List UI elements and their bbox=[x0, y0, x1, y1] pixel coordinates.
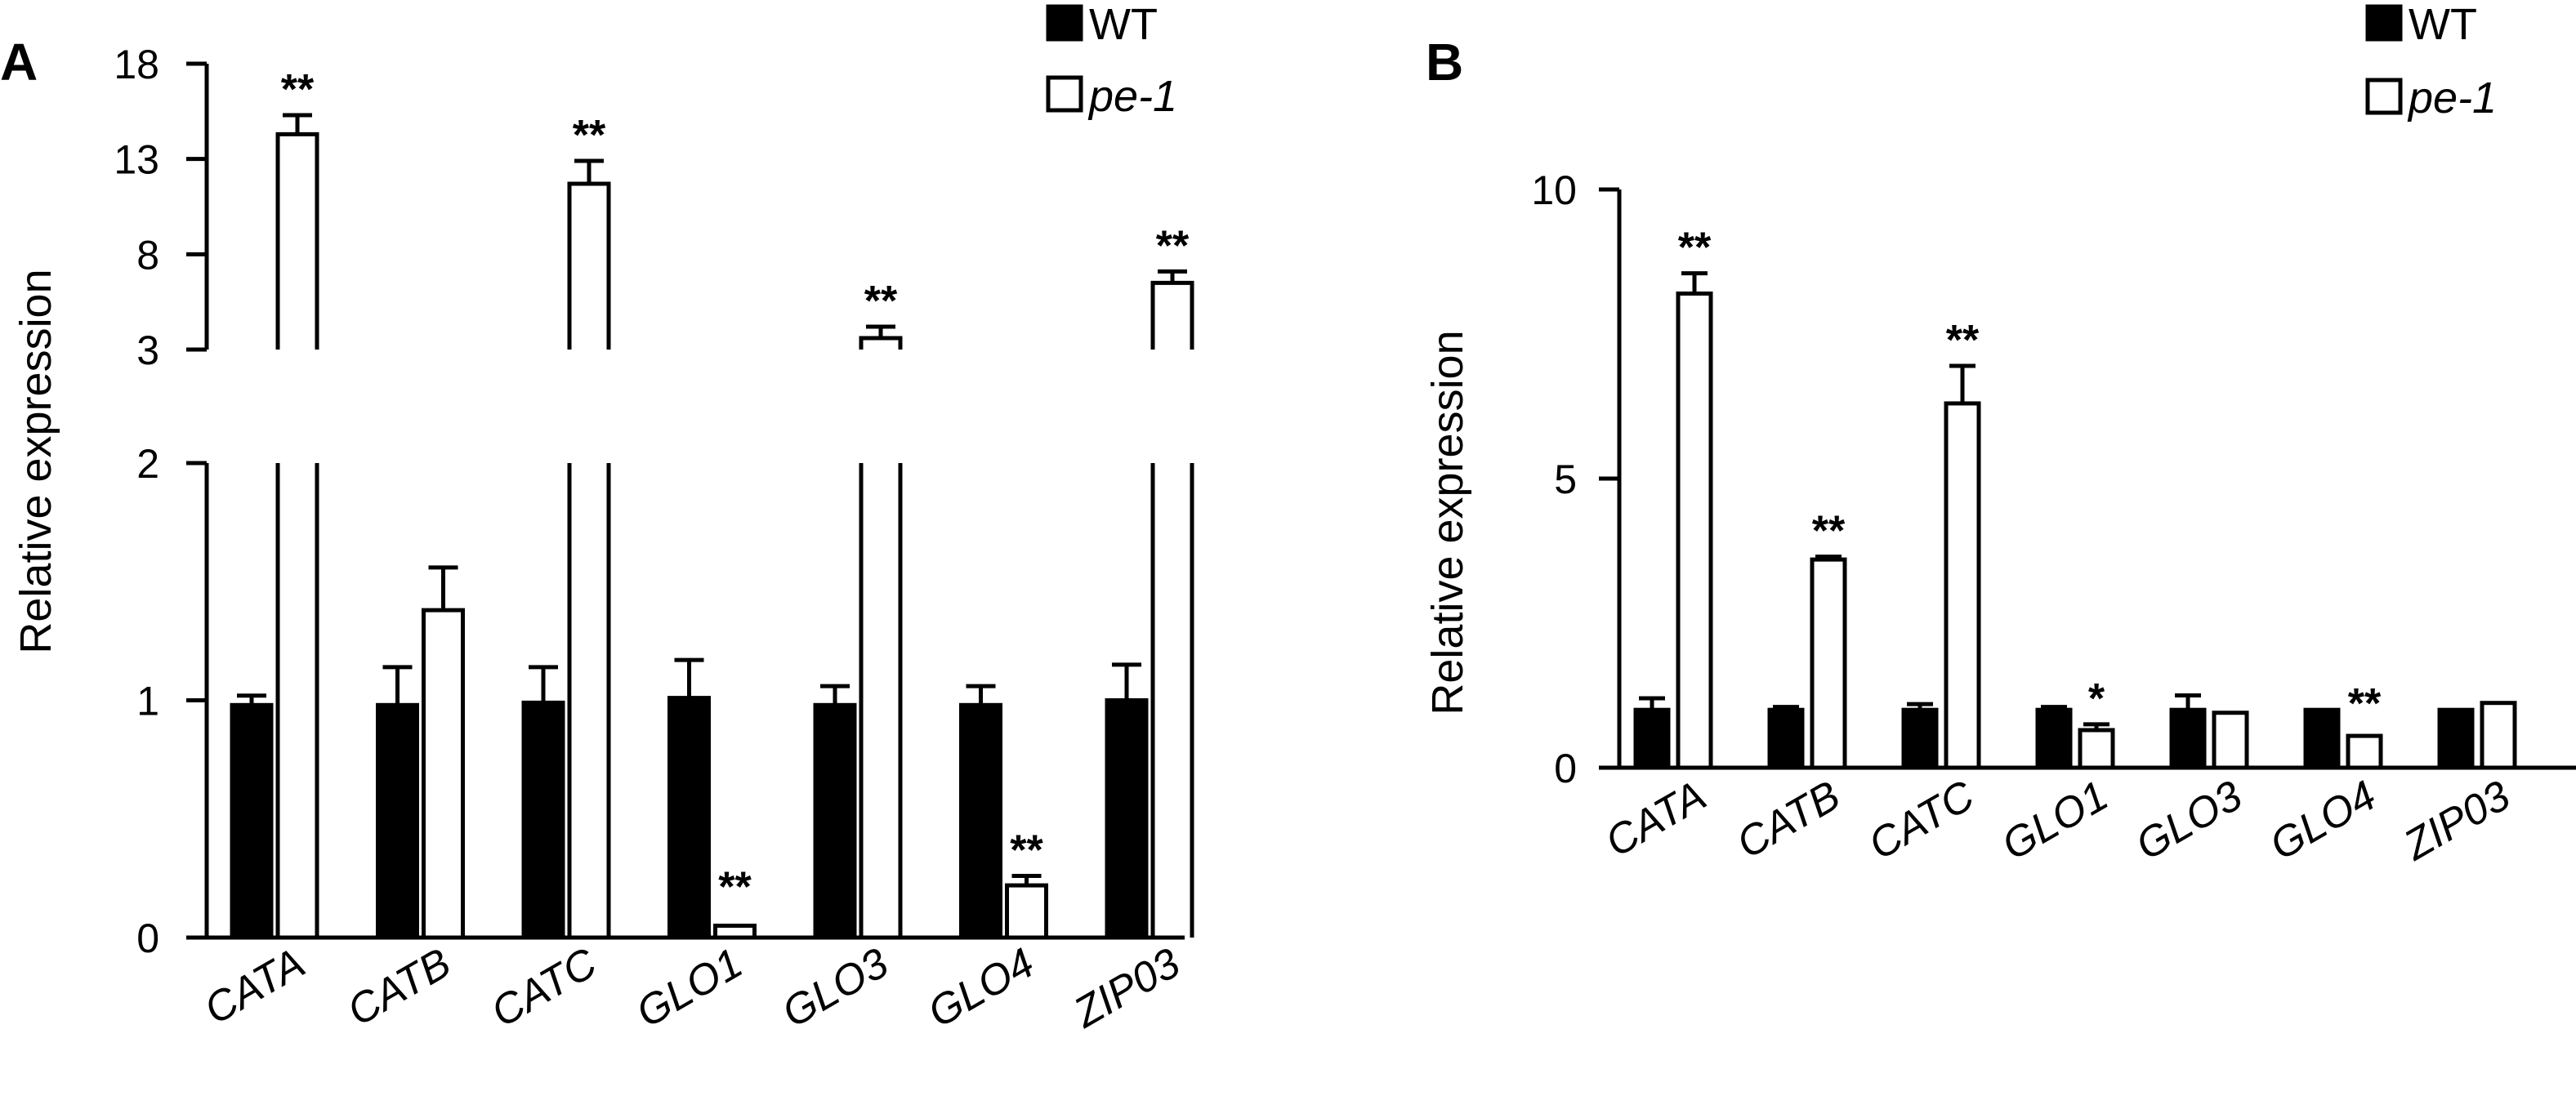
legend-swatch-wt bbox=[2365, 4, 2403, 42]
category-label-glo3: GLO3 bbox=[775, 939, 896, 1037]
bar-pe1-glo4 bbox=[1005, 883, 1048, 940]
significance-pe1-glo4: ** bbox=[1010, 826, 1043, 874]
legend-label-pe1: pe-1 bbox=[2407, 74, 2497, 123]
legend-label-wt: WT bbox=[1089, 0, 1158, 49]
panel-b-category-labels: CATA CATB CATC GLO1 GLO3 GLO4 ZIP03 bbox=[1598, 772, 2518, 871]
panel-a-y-tick-label: 3 bbox=[136, 327, 159, 373]
panel-b-ylabel: Relative expression bbox=[1423, 330, 1472, 715]
bar-pe1-zip03 bbox=[2480, 701, 2517, 770]
panel-a-y-tick-label: 2 bbox=[136, 441, 159, 487]
panel-a-label: A bbox=[0, 33, 38, 91]
legend-label-pe1: pe-1 bbox=[1087, 72, 1177, 121]
bar-wt-catb bbox=[1767, 707, 1805, 770]
category-label-cata: CATA bbox=[1598, 772, 1714, 867]
significance-pe1-glo4: ** bbox=[2348, 680, 2382, 728]
panel-b-bars: ******* ** bbox=[1633, 225, 2517, 770]
panel-a-y-tick-label: 8 bbox=[136, 232, 159, 278]
bar-pe1-glo4 bbox=[2346, 733, 2383, 770]
panel-b-y-tick-label: 0 bbox=[1554, 746, 1577, 791]
bar-wt-glo3 bbox=[813, 702, 857, 940]
bar-wt-glo4 bbox=[2303, 707, 2341, 770]
bar-pe1-upper-cata bbox=[275, 131, 319, 350]
category-label-glo1: GLO1 bbox=[1994, 772, 2116, 870]
bar-wt-catc bbox=[1901, 707, 1939, 770]
legend-swatch-pe1 bbox=[1046, 75, 1083, 113]
panel-b-y-tick-label: 5 bbox=[1554, 457, 1577, 502]
bar-wt-glo3 bbox=[2169, 707, 2207, 770]
panel-a-axes: 0 1 2 3 8 13 18 bbox=[114, 42, 1185, 961]
bar-pe1-catb bbox=[422, 608, 465, 940]
significance-pe1-catb: ** bbox=[1812, 508, 1846, 555]
category-label-glo3: GLO3 bbox=[2128, 772, 2250, 870]
bar-pe1-upper-glo3 bbox=[859, 336, 903, 350]
category-label-catb: CATB bbox=[1729, 772, 1848, 868]
panel-a-y-tick-label: 1 bbox=[136, 679, 159, 724]
category-label-cata: CATA bbox=[197, 939, 313, 1034]
panel-a-legend: WT pe-1 bbox=[1046, 0, 1177, 121]
bar-pe1-glo3 bbox=[2212, 711, 2249, 770]
panel-a-ylabel: Relative expression bbox=[11, 269, 60, 653]
category-label-glo4: GLO4 bbox=[920, 939, 1042, 1037]
bar-pe1-catc bbox=[1944, 401, 1981, 770]
legend-swatch-pe1 bbox=[2365, 78, 2403, 115]
bar-wt-zip03 bbox=[2437, 707, 2475, 770]
category-label-glo1: GLO1 bbox=[628, 939, 750, 1037]
category-label-catb: CATB bbox=[340, 939, 459, 1036]
panel-a-y-tick-label: 13 bbox=[114, 137, 159, 183]
panel-a-bars: ** ** ** ** ** ** bbox=[230, 66, 1194, 940]
significance-pe1-catc: ** bbox=[573, 112, 606, 159]
panel-a-y-tick-label: 18 bbox=[114, 42, 159, 87]
category-label-glo4: GLO4 bbox=[2262, 772, 2384, 870]
panel-a-category-labels: CATA CATB CATC GLO1 GLO3 GLO4 ZIP03 bbox=[197, 939, 1188, 1038]
significance-pe1-cata: ** bbox=[1678, 225, 1712, 272]
legend-swatch-wt bbox=[1046, 4, 1083, 42]
bar-pe1-glo1 bbox=[2078, 728, 2115, 770]
bar-wt-glo4 bbox=[959, 702, 1002, 940]
bar-wt-catb bbox=[376, 702, 419, 940]
bar-pe1-upper-catc bbox=[567, 181, 611, 350]
bar-wt-cata bbox=[230, 702, 274, 940]
bar-wt-zip03 bbox=[1105, 698, 1149, 940]
significance-pe1-zip03: ** bbox=[1156, 222, 1190, 270]
panel-b-y-tick-label: 10 bbox=[1531, 167, 1577, 213]
bar-wt-glo1 bbox=[2035, 707, 2073, 770]
bar-pe1-catb bbox=[1810, 557, 1847, 770]
bar-wt-glo1 bbox=[667, 696, 711, 940]
significance-pe1-glo1: ** bbox=[718, 863, 752, 911]
significance-pe1-glo3: ** bbox=[864, 278, 898, 325]
panel-a-y-tick-label: 0 bbox=[136, 916, 159, 961]
significance-pe1-catc: ** bbox=[1946, 317, 1980, 364]
significance-pe1-cata: ** bbox=[281, 66, 315, 114]
legend-label-wt: WT bbox=[2409, 0, 2477, 49]
bar-wt-cata bbox=[1633, 707, 1671, 770]
bar-pe1-glo1 bbox=[713, 923, 757, 940]
category-label-catc: CATC bbox=[484, 939, 605, 1036]
bar-pe1-cata bbox=[1676, 291, 1713, 770]
panel-b-label: B bbox=[1426, 33, 1463, 91]
bar-pe1-upper-zip03 bbox=[1150, 280, 1194, 350]
panel-b-legend: WT pe-1 bbox=[2365, 0, 2497, 123]
category-label-catc: CATC bbox=[1861, 772, 1983, 869]
significance-pe1-glo1: * bbox=[2088, 675, 2105, 723]
bar-wt-catc bbox=[521, 700, 565, 940]
category-label-zip03: ZIP03 bbox=[1065, 939, 1188, 1038]
category-label-zip03: ZIP03 bbox=[2395, 772, 2518, 871]
